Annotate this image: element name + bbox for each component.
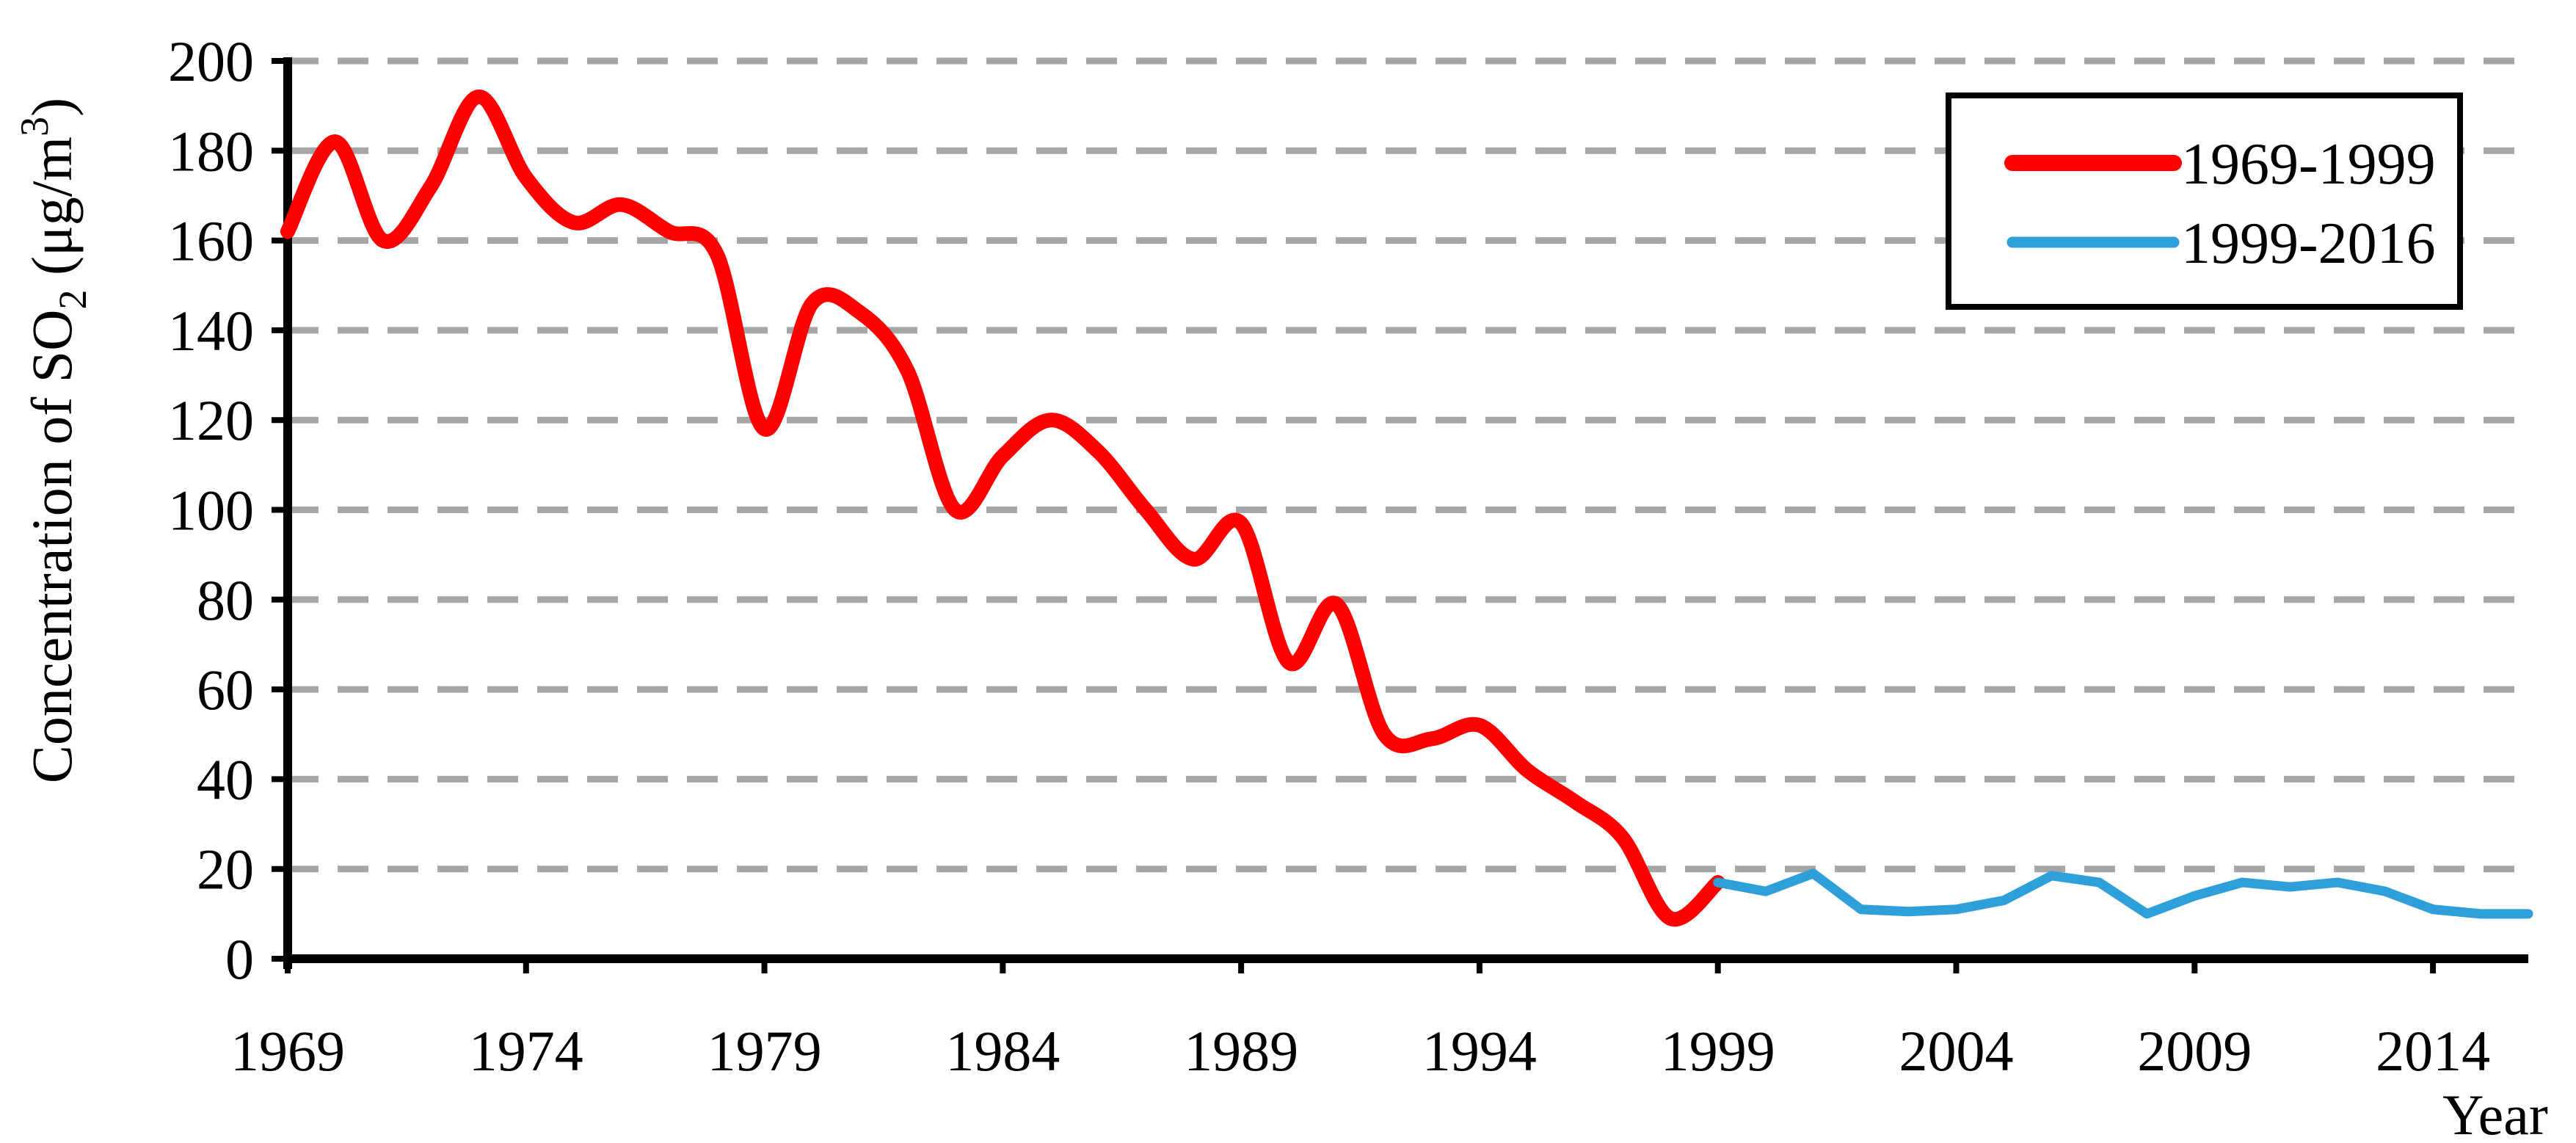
- y-tick-label: 120: [168, 388, 254, 452]
- axes-layer: [272, 57, 2528, 973]
- series-layer: [280, 89, 2533, 927]
- x-tick-label: 1984: [945, 1019, 1060, 1083]
- y-tick-label: 140: [168, 299, 254, 363]
- x-tick-label: 2014: [2376, 1019, 2490, 1083]
- y-tick-label: 40: [197, 747, 254, 811]
- tick-labels-layer: 0 20 40 60 80 100 120 140 160 180 200 1969 1974 1979 1…: [168, 29, 2490, 1083]
- y-tick-label: 20: [197, 838, 254, 901]
- x-tick-label: 1979: [707, 1019, 822, 1083]
- x-tick-label: 1969: [230, 1019, 345, 1083]
- y-tick-label: 200: [168, 29, 254, 93]
- x-tick-label: 1974: [469, 1019, 583, 1083]
- y-tick-label: 60: [197, 658, 254, 722]
- x-axis-title: Year: [2442, 1083, 2548, 1143]
- series-line-1969-1999: [280, 89, 1725, 927]
- legend: 1969-1999 1999-2016: [1946, 92, 2463, 310]
- y-axis-title: Concentration of SO2 (μg/m3): [12, 98, 95, 783]
- x-tick-label: 2004: [1899, 1019, 2014, 1083]
- x-tick-label: 2009: [2137, 1019, 2252, 1083]
- legend-box: [1946, 92, 2463, 310]
- series-line-1999-2016: [1713, 868, 2533, 919]
- y-tick-label: 80: [197, 568, 254, 632]
- x-tick-label: 1989: [1184, 1019, 1298, 1083]
- y-tick-label: 180: [168, 119, 254, 183]
- y-tick-label: 100: [168, 479, 254, 543]
- y-tick-label: 160: [168, 209, 254, 273]
- gridlines-layer: [288, 57, 2526, 873]
- legend-label-1999-2016: 1999-2016: [2181, 211, 2436, 276]
- x-tick-label: 1994: [1422, 1019, 1537, 1083]
- legend-label-1969-1999: 1969-1999: [2181, 132, 2436, 197]
- y-tick-label: 0: [225, 927, 254, 991]
- x-tick-label: 1999: [1661, 1019, 1775, 1083]
